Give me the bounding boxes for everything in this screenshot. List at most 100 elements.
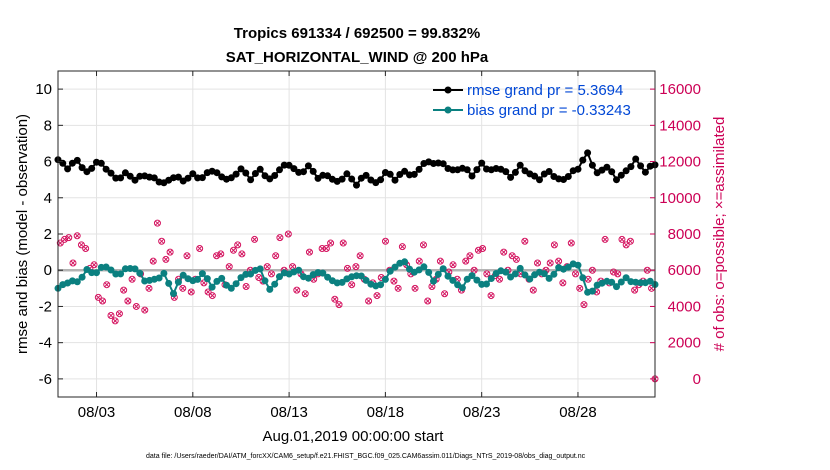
- obs-assimilated-marker: [627, 238, 633, 244]
- obs-assimilated-marker: [146, 285, 152, 291]
- rmse-point: [632, 155, 640, 163]
- obs-possible-marker: [331, 295, 339, 303]
- bias-point: [362, 276, 370, 284]
- y-right-tick-label: 8000: [668, 226, 701, 243]
- bias-point: [617, 278, 625, 286]
- obs-point: [381, 237, 389, 245]
- bias-point: [377, 281, 385, 289]
- obs-assimilated-marker: [129, 276, 135, 282]
- bias-point: [131, 265, 139, 273]
- bias-point: [208, 283, 216, 291]
- obs-possible-marker: [496, 275, 504, 283]
- obs-assimilated-marker: [572, 271, 579, 277]
- obs-assimilated-marker: [581, 302, 587, 308]
- rmse-point: [271, 172, 279, 179]
- obs-point: [128, 275, 136, 283]
- rmse-point: [73, 156, 81, 164]
- x-tick-label: 08/03: [78, 404, 116, 421]
- rmse-point: [531, 172, 539, 180]
- rmse-point: [276, 166, 283, 174]
- obs-assimilated-marker: [83, 245, 89, 252]
- obs-possible-marker: [512, 255, 520, 263]
- obs-possible-marker: [276, 234, 284, 242]
- bias-point: [458, 284, 466, 292]
- obs-assimilated-marker: [615, 271, 621, 277]
- obs-point: [229, 246, 237, 254]
- bias-point: [155, 274, 163, 282]
- obs-possible-marker: [82, 244, 90, 252]
- obs-possible-marker: [166, 248, 174, 256]
- obs-assimilated-marker: [150, 258, 156, 264]
- obs-point: [339, 239, 347, 247]
- obs-assimilated-marker: [167, 249, 173, 255]
- obs-possible-marker: [419, 241, 427, 249]
- bias-point: [261, 277, 269, 285]
- y-right-tick-label: 4000: [668, 298, 701, 315]
- obs-assimilated-marker: [197, 245, 203, 252]
- obs-point: [208, 292, 216, 300]
- obs-assimilated-marker: [501, 249, 507, 255]
- obs-assimilated-marker: [488, 293, 494, 299]
- obs-possible-marker: [158, 237, 166, 245]
- obs-possible-marker: [487, 292, 495, 300]
- obs-possible-marker: [559, 279, 567, 287]
- obs-possible-marker: [124, 297, 132, 305]
- obs-point: [398, 243, 406, 251]
- obs-point: [614, 270, 622, 278]
- x-tick-label: 08/18: [367, 404, 405, 421]
- bias-point: [511, 270, 519, 278]
- obs-assimilated-marker: [116, 311, 122, 317]
- obs-possible-marker: [65, 234, 73, 242]
- obs-possible-marker: [352, 263, 360, 271]
- rmse-point: [603, 163, 611, 171]
- obs-assimilated-marker: [104, 282, 110, 288]
- rmse-point: [613, 176, 620, 184]
- bias-point: [357, 272, 365, 280]
- grid-lines: [58, 71, 655, 397]
- obs-possible-marker: [436, 257, 444, 265]
- obs-point: [179, 284, 187, 292]
- obs-point: [567, 239, 575, 247]
- rmse-series: [54, 149, 659, 189]
- obs-point: [217, 250, 225, 258]
- obs-possible-marker: [263, 263, 271, 271]
- bias-point: [136, 269, 144, 277]
- obs-possible-marker: [365, 297, 373, 305]
- bias-point: [550, 270, 558, 278]
- obs-assimilated-marker: [121, 287, 127, 293]
- bias-point: [622, 274, 630, 282]
- rmse-point: [59, 159, 67, 167]
- y-left-tick-label: -6: [39, 371, 52, 388]
- obs-assimilated-marker: [235, 242, 241, 248]
- obs-point: [343, 264, 351, 272]
- obs-possible-marker: [128, 275, 136, 283]
- obs-possible-marker: [508, 252, 516, 260]
- bias-point: [194, 275, 202, 283]
- obs-possible-marker: [293, 286, 301, 294]
- bias-point: [468, 272, 476, 280]
- obs-point: [441, 290, 449, 298]
- obs-point: [162, 255, 170, 263]
- obs-assimilated-marker: [349, 282, 355, 288]
- obs-point: [73, 232, 81, 240]
- obs-point: [521, 237, 529, 245]
- rmse-point: [617, 171, 625, 179]
- obs-assimilated-marker: [218, 251, 224, 257]
- obs-assimilated-marker: [577, 285, 583, 291]
- obs-point: [487, 292, 495, 300]
- rmse-point: [502, 168, 510, 176]
- obs-assimilated-marker: [374, 293, 380, 299]
- rmse-point: [637, 162, 645, 170]
- y-axis-left: -6 -4 -2 0 2 4 6 8 10: [35, 81, 63, 388]
- obs-possible-marker: [339, 239, 347, 247]
- obs-assimilated-marker: [425, 298, 431, 304]
- y-left-tick-label: -2: [39, 298, 52, 315]
- rmse-point: [348, 175, 356, 183]
- obs-possible-marker: [120, 286, 128, 294]
- obs-assimilated-marker: [366, 298, 372, 304]
- bias-point: [304, 274, 312, 282]
- bias-point: [203, 275, 211, 283]
- obs-point: [449, 261, 457, 269]
- bias-point: [613, 283, 620, 291]
- bias-point: [73, 278, 81, 286]
